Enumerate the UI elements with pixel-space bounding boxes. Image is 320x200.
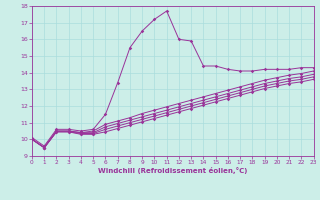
X-axis label: Windchill (Refroidissement éolien,°C): Windchill (Refroidissement éolien,°C) bbox=[98, 167, 247, 174]
